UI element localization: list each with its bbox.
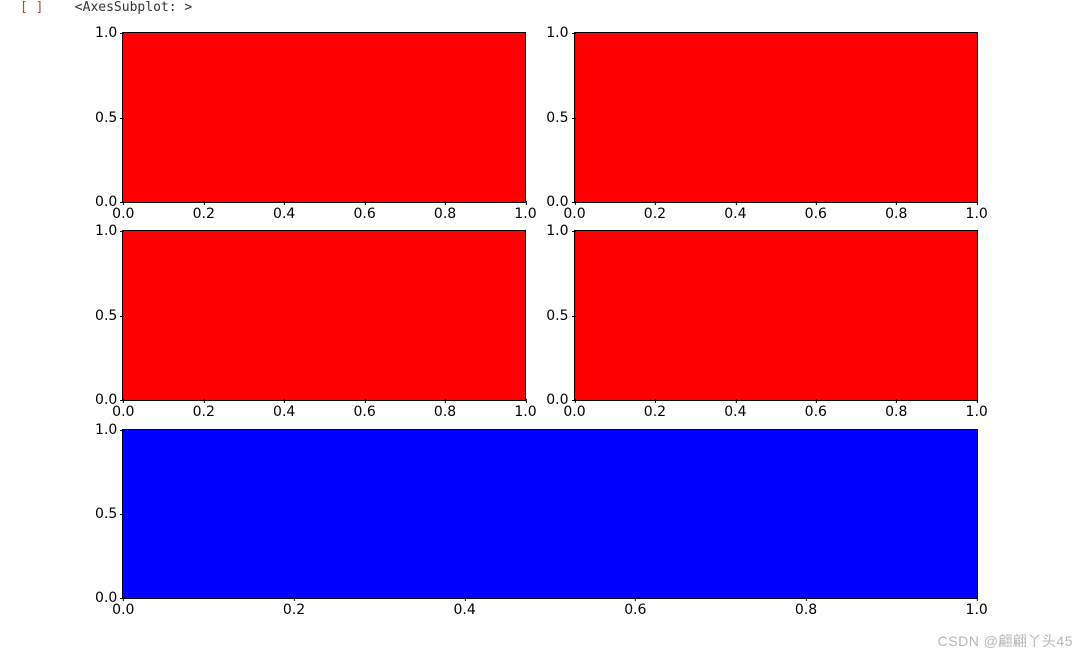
xtick-label: 0.2 <box>193 400 215 420</box>
output-repr-line: [ ] <AxesSubplot: > <box>20 0 192 15</box>
xtick-label: 0.2 <box>193 202 215 222</box>
subplot-ax-r2c1: 0.00.51.00.00.20.40.60.81.0 <box>122 230 526 401</box>
plot-area: 0.00.51.00.00.20.40.60.81.0 <box>574 230 978 401</box>
subplot-ax-r1c2: 0.00.51.00.00.20.40.60.81.0 <box>574 32 978 203</box>
xtick-label: 0.8 <box>885 202 907 222</box>
matplotlib-figure: 0.00.51.00.00.20.40.60.81.00.00.51.00.00… <box>80 20 1020 630</box>
xtick-label: 1.0 <box>966 400 988 420</box>
xtick-label: 0.8 <box>795 598 817 618</box>
xtick-label: 1.0 <box>514 202 536 222</box>
xtick-label: 0.0 <box>112 202 134 222</box>
ytick-label: 1.0 <box>95 25 123 41</box>
subplot-ax-r1c1: 0.00.51.00.00.20.40.60.81.0 <box>122 32 526 203</box>
subplot-ax-r2c2: 0.00.51.00.00.20.40.60.81.0 <box>574 230 978 401</box>
out-prompt-bracket: [ ] <box>20 0 43 15</box>
plot-area: 0.00.51.00.00.20.40.60.81.0 <box>122 230 526 401</box>
ytick-label: 0.5 <box>95 506 123 522</box>
xtick-label: 0.8 <box>885 400 907 420</box>
plot-area: 0.00.51.00.00.20.40.60.81.0 <box>122 32 526 203</box>
csdn-watermark: CSDN @翩翩丫头45 <box>938 631 1073 651</box>
xtick-label: 1.0 <box>514 400 536 420</box>
xtick-label: 0.4 <box>454 598 476 618</box>
axes-repr-text: <AxesSubplot: > <box>75 0 192 15</box>
subplot-ax-r3: 0.00.51.00.00.20.40.60.81.0 <box>122 429 977 600</box>
xtick-label: 0.4 <box>273 400 295 420</box>
xtick-label: 0.0 <box>563 202 585 222</box>
xtick-label: 0.2 <box>644 400 666 420</box>
xtick-label: 0.6 <box>353 202 375 222</box>
xtick-label: 0.8 <box>434 202 456 222</box>
xtick-label: 0.6 <box>805 400 827 420</box>
xtick-label: 0.4 <box>724 202 746 222</box>
xtick-label: 0.2 <box>283 598 305 618</box>
xtick-label: 0.0 <box>112 598 134 618</box>
ytick-label: 0.5 <box>546 110 574 126</box>
xtick-label: 0.2 <box>644 202 666 222</box>
xtick-label: 1.0 <box>966 598 988 618</box>
plot-area: 0.00.51.00.00.20.40.60.81.0 <box>122 429 977 600</box>
ytick-label: 1.0 <box>546 25 574 41</box>
xtick-label: 0.6 <box>624 598 646 618</box>
ytick-label: 0.5 <box>546 308 574 324</box>
plot-area: 0.00.51.00.00.20.40.60.81.0 <box>574 32 978 203</box>
xtick-label: 0.6 <box>805 202 827 222</box>
ytick-label: 0.5 <box>95 308 123 324</box>
ytick-label: 1.0 <box>546 223 574 239</box>
xtick-label: 1.0 <box>966 202 988 222</box>
ytick-label: 0.5 <box>95 110 123 126</box>
ytick-label: 1.0 <box>95 223 123 239</box>
ytick-label: 1.0 <box>95 422 123 438</box>
xtick-label: 0.4 <box>273 202 295 222</box>
xtick-label: 0.4 <box>724 400 746 420</box>
xtick-label: 0.8 <box>434 400 456 420</box>
xtick-label: 0.0 <box>563 400 585 420</box>
xtick-label: 0.0 <box>112 400 134 420</box>
xtick-label: 0.6 <box>353 400 375 420</box>
